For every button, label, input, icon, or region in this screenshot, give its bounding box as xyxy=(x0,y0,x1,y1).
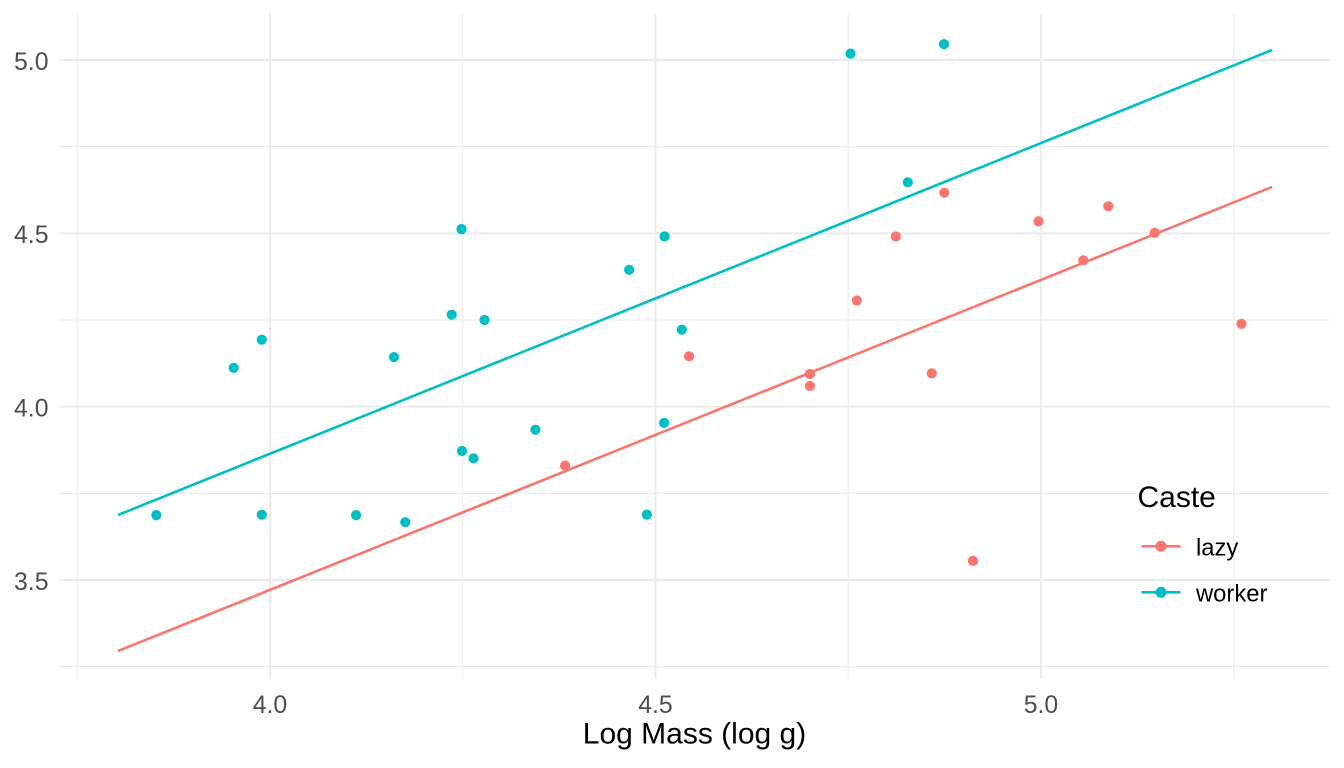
svg-text:4.5: 4.5 xyxy=(638,692,672,719)
svg-text:worker: worker xyxy=(1195,581,1267,608)
svg-text:Log Mass (log g): Log Mass (log g) xyxy=(583,718,806,751)
svg-text:lazy: lazy xyxy=(1196,535,1238,562)
svg-text:3.5: 3.5 xyxy=(14,569,48,596)
svg-text:5.0: 5.0 xyxy=(14,49,48,76)
svg-text:5.0: 5.0 xyxy=(1024,692,1058,719)
svg-text:4.5: 4.5 xyxy=(14,222,48,249)
svg-text:4.0: 4.0 xyxy=(14,396,48,423)
svg-text:Caste: Caste xyxy=(1138,481,1216,514)
svg-text:4.0: 4.0 xyxy=(253,692,287,719)
